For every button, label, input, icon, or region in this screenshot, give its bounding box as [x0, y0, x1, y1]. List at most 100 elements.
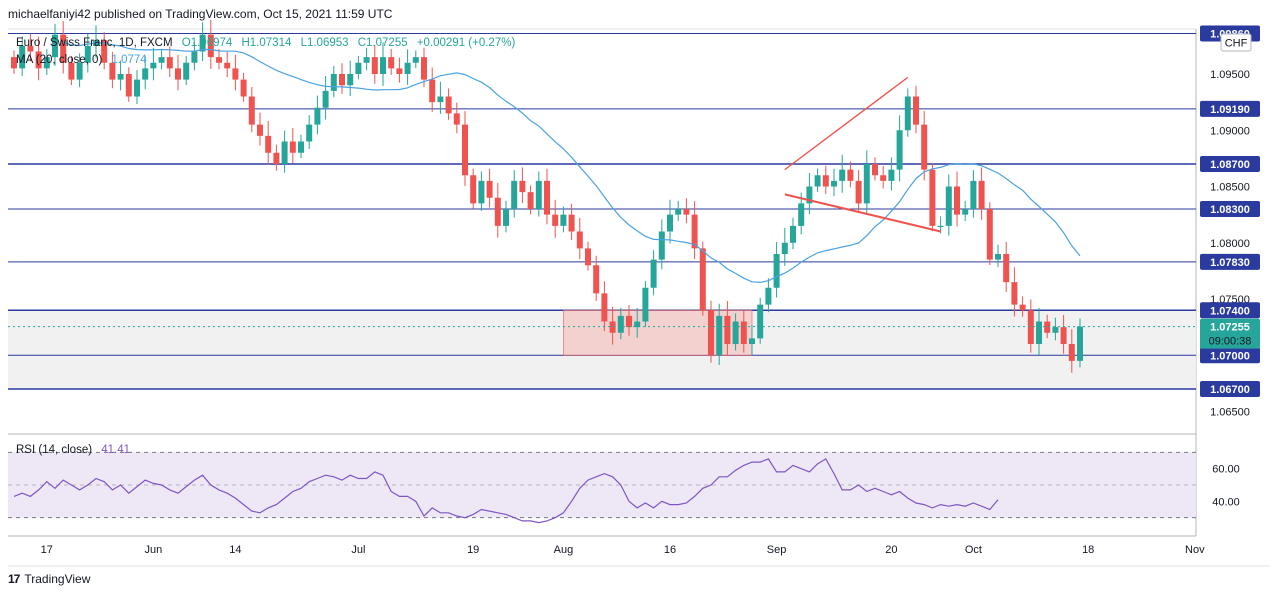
candle-body — [978, 180, 985, 209]
legend-symbol: Euro / Swiss Franc, 1D, FXCM — [16, 37, 173, 49]
candle-body — [322, 90, 329, 108]
candle-body — [273, 152, 280, 164]
candle-body — [1019, 304, 1026, 311]
time-tick-8: 20 — [885, 544, 897, 556]
candle-body — [658, 231, 665, 260]
candle-body — [109, 62, 116, 80]
candle-body — [224, 62, 231, 69]
candle-body — [494, 197, 501, 226]
publisher-line: michaelfaniyi42 published on TradingView… — [8, 7, 393, 21]
level-tag-label-3: 1.08300 — [1210, 204, 1250, 216]
candle-body — [339, 74, 345, 86]
candle-body — [183, 62, 190, 80]
level-tag-6 — [1200, 347, 1260, 364]
candle-body — [207, 34, 214, 58]
candle-body — [642, 287, 649, 322]
candle-body — [765, 287, 772, 305]
candle-body — [462, 124, 468, 176]
candle-body — [814, 175, 821, 187]
candle-body — [773, 254, 780, 288]
legend-open: O1.06974 — [182, 37, 233, 49]
candle-body — [560, 214, 567, 226]
candle-body — [568, 214, 575, 232]
support-zone[interactable] — [563, 309, 753, 356]
candle-body — [904, 96, 911, 131]
candle-body — [699, 248, 706, 311]
candle-body — [790, 225, 796, 243]
time-tick-6: 16 — [664, 544, 676, 556]
candle-body — [675, 209, 682, 215]
candle-body — [191, 51, 198, 63]
candle-body — [921, 124, 928, 170]
candle-body — [609, 321, 616, 333]
candle-body — [199, 34, 206, 52]
candle-body — [150, 62, 157, 69]
candle-body — [831, 180, 837, 187]
candle-body — [240, 79, 247, 97]
candle-body — [937, 225, 944, 228]
candle-body — [11, 57, 17, 69]
time-tick-9: Oct — [965, 544, 982, 556]
legend-close: C1.07255 — [358, 37, 408, 49]
time-tick-2: 14 — [229, 544, 241, 556]
candle-body — [781, 242, 788, 254]
candle-body — [806, 186, 813, 204]
price-tick-0: 1.09500 — [1210, 69, 1250, 81]
candle-body — [1036, 321, 1042, 344]
candle-body — [101, 40, 108, 63]
legend-line-1: Euro / Swiss Franc, 1D, FXCM O1.06974 H1… — [16, 37, 515, 49]
candle-body — [626, 315, 632, 328]
time-tick-4: 19 — [467, 544, 479, 556]
candle-body — [298, 141, 304, 153]
candle-body — [388, 57, 395, 69]
trendline-lower[interactable] — [784, 193, 941, 233]
price-tick-3: 1.08000 — [1210, 238, 1250, 250]
level-tag-1 — [1200, 100, 1260, 117]
trendline-upper[interactable] — [784, 76, 909, 171]
candle-body — [503, 209, 509, 226]
candle-body — [314, 107, 321, 125]
candle-body — [257, 124, 263, 136]
candle-body — [27, 45, 34, 52]
candle-body — [519, 180, 526, 193]
candle-body — [872, 164, 878, 176]
time-tick-11: Nov — [1185, 544, 1205, 556]
candle-body — [683, 209, 690, 215]
price-tick-2: 1.08500 — [1210, 182, 1250, 194]
footer-brand[interactable]: TradingView — [24, 572, 91, 586]
candle-body — [1068, 344, 1075, 361]
rsi-legend: RSI (14, close) 41.41 — [16, 444, 130, 456]
candle-body — [158, 57, 165, 63]
legend-line-2: MA (20, close, 0) 1.0774 — [16, 54, 147, 66]
candle-body — [896, 130, 903, 170]
candle-body — [84, 45, 91, 63]
candle-body — [166, 57, 173, 69]
candle-body — [175, 68, 181, 80]
currency-button[interactable] — [1220, 33, 1252, 52]
candle-body — [453, 113, 460, 125]
candle-body — [716, 315, 723, 356]
candle-body — [1052, 327, 1059, 333]
candle-body — [437, 96, 444, 103]
level-tag-7 — [1200, 381, 1260, 397]
level-tag-2 — [1200, 156, 1260, 172]
candle-body — [330, 74, 337, 91]
tradingview-logo-icon[interactable]: 17 — [8, 572, 20, 586]
candle-body — [134, 79, 140, 97]
candle-body — [117, 74, 124, 80]
candle-body — [478, 180, 485, 204]
candle-body — [839, 169, 846, 181]
candle-body — [945, 186, 952, 226]
candle-body — [552, 214, 559, 226]
candle-body — [822, 175, 829, 187]
level-tag-label-5: 1.07400 — [1210, 305, 1250, 317]
price-tick-5: 1.06500 — [1210, 407, 1250, 419]
candle-body — [371, 57, 378, 74]
candle-body — [1044, 321, 1051, 333]
candle-body — [52, 34, 58, 58]
candle-body — [691, 214, 698, 249]
price-tick-1: 1.09000 — [1210, 125, 1250, 137]
currency-button-label[interactable]: CHF — [1225, 38, 1248, 50]
candle-body — [601, 293, 608, 322]
